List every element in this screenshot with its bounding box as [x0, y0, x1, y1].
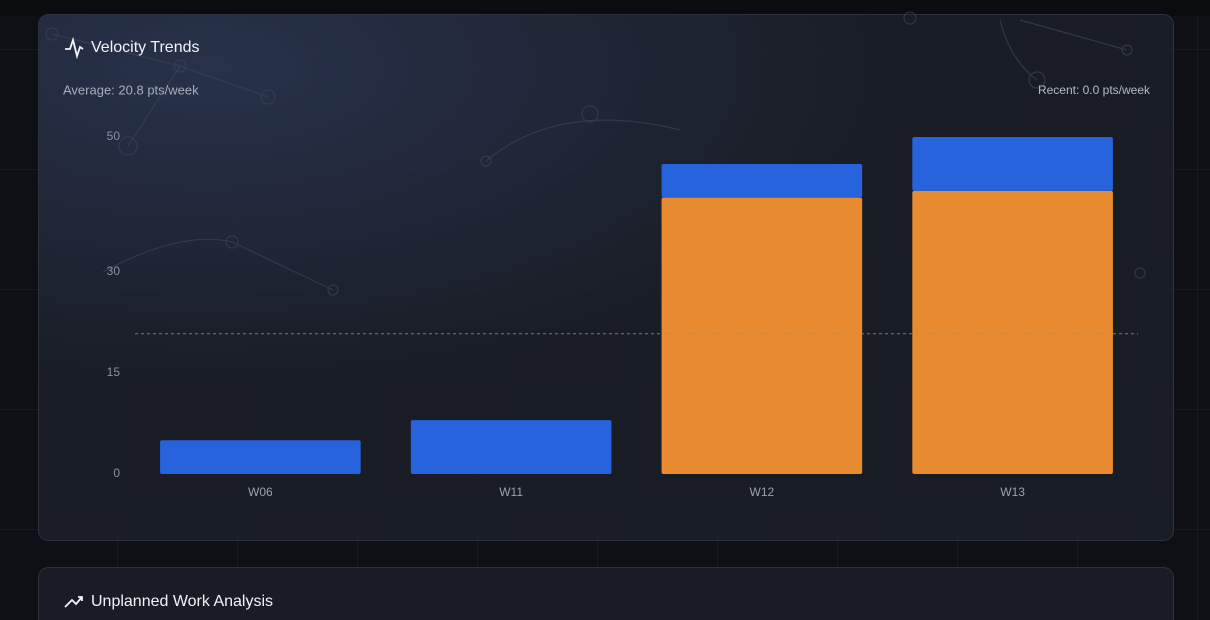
- bar-segment: [410, 420, 612, 474]
- y-tick-label: 30: [107, 264, 121, 278]
- bar-segment: [661, 197, 863, 474]
- x-tick-label: W13: [1000, 485, 1025, 499]
- bar-segment: [661, 163, 863, 198]
- top-bar: [0, 0, 1210, 16]
- average-note: Average: 20.8 pts/week: [63, 82, 199, 97]
- y-tick-label: 0: [113, 466, 120, 480]
- pulse-icon: [65, 36, 84, 60]
- x-tick-label: W11: [499, 485, 523, 499]
- bar-segment: [912, 137, 1113, 191]
- section-title: Unplanned Work Analysis: [91, 593, 273, 610]
- velocity-card: [38, 14, 1174, 541]
- bar-segment: [912, 190, 1113, 475]
- x-tick-label: W06: [248, 485, 273, 499]
- unplanned-card: [38, 567, 1174, 620]
- bar-segment: [160, 440, 361, 474]
- y-tick-label: 50: [107, 129, 121, 143]
- trend-icon: [64, 596, 83, 608]
- y-tick-label: 15: [107, 365, 121, 379]
- card-title: Velocity Trends: [91, 39, 200, 56]
- decorative-network: [45, 11, 1146, 296]
- recent-note: Recent: 0.0 pts/week: [1038, 83, 1151, 97]
- x-tick-label: W12: [750, 485, 775, 499]
